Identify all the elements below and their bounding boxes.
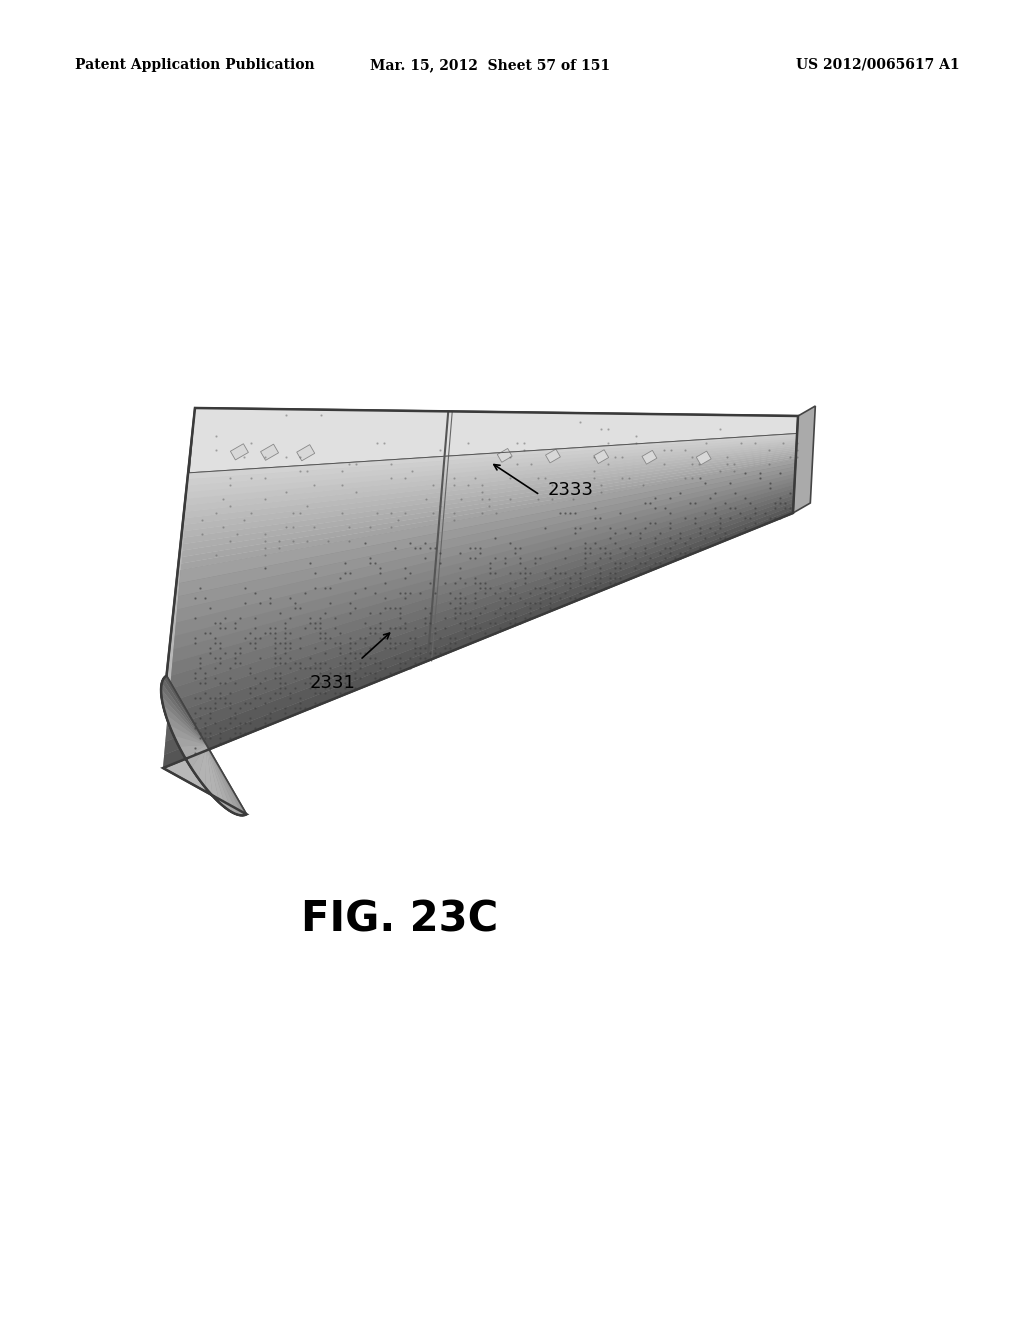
Polygon shape xyxy=(161,689,207,744)
Polygon shape xyxy=(170,488,795,689)
Polygon shape xyxy=(163,510,794,768)
Polygon shape xyxy=(183,451,797,544)
Polygon shape xyxy=(297,445,314,461)
Polygon shape xyxy=(191,744,207,779)
Polygon shape xyxy=(546,449,560,463)
Text: US 2012/0065617 A1: US 2012/0065617 A1 xyxy=(797,58,961,73)
Polygon shape xyxy=(161,682,207,744)
Polygon shape xyxy=(162,678,207,744)
Polygon shape xyxy=(161,676,247,816)
Polygon shape xyxy=(178,463,796,597)
Polygon shape xyxy=(185,442,797,512)
Polygon shape xyxy=(161,408,798,816)
Polygon shape xyxy=(181,454,796,557)
Polygon shape xyxy=(188,433,797,479)
Polygon shape xyxy=(207,744,243,816)
Polygon shape xyxy=(172,480,795,663)
Text: Mar. 15, 2012  Sheet 57 of 151: Mar. 15, 2012 Sheet 57 of 151 xyxy=(370,58,610,73)
Polygon shape xyxy=(180,433,797,570)
Polygon shape xyxy=(189,408,798,473)
Polygon shape xyxy=(171,484,795,676)
Polygon shape xyxy=(182,453,796,550)
Polygon shape xyxy=(642,450,656,465)
Polygon shape xyxy=(165,503,794,742)
Polygon shape xyxy=(186,441,797,506)
Polygon shape xyxy=(183,449,797,537)
Polygon shape xyxy=(163,459,796,768)
Polygon shape xyxy=(260,444,279,461)
Polygon shape xyxy=(594,450,608,463)
Polygon shape xyxy=(188,436,797,486)
Polygon shape xyxy=(207,744,226,808)
Polygon shape xyxy=(793,407,815,513)
Polygon shape xyxy=(184,446,797,524)
Polygon shape xyxy=(163,705,207,744)
Polygon shape xyxy=(185,444,797,519)
Polygon shape xyxy=(162,696,207,744)
Text: 2333: 2333 xyxy=(548,480,594,499)
Polygon shape xyxy=(199,744,207,788)
Polygon shape xyxy=(174,735,207,747)
Polygon shape xyxy=(180,458,796,570)
Polygon shape xyxy=(187,437,797,492)
Polygon shape xyxy=(166,714,207,744)
Text: Patent Application Publication: Patent Application Publication xyxy=(75,58,314,73)
Polygon shape xyxy=(177,467,796,610)
Polygon shape xyxy=(206,744,213,796)
Text: FIG. 23C: FIG. 23C xyxy=(301,899,499,941)
Polygon shape xyxy=(207,744,238,814)
Polygon shape xyxy=(184,447,797,531)
Polygon shape xyxy=(176,470,796,623)
Polygon shape xyxy=(230,444,249,459)
Polygon shape xyxy=(164,506,794,755)
Polygon shape xyxy=(164,676,207,744)
Polygon shape xyxy=(207,744,232,812)
Polygon shape xyxy=(168,495,794,715)
Polygon shape xyxy=(169,491,794,702)
Polygon shape xyxy=(181,457,796,564)
Polygon shape xyxy=(167,499,794,729)
Polygon shape xyxy=(173,478,795,649)
Polygon shape xyxy=(187,438,797,499)
Polygon shape xyxy=(498,449,512,462)
Polygon shape xyxy=(169,725,207,744)
Polygon shape xyxy=(696,451,711,465)
Text: 2331: 2331 xyxy=(310,675,356,692)
Polygon shape xyxy=(179,459,796,583)
Polygon shape xyxy=(175,474,795,636)
Polygon shape xyxy=(185,744,207,768)
Polygon shape xyxy=(207,744,247,816)
Polygon shape xyxy=(207,744,219,803)
Polygon shape xyxy=(179,744,207,758)
